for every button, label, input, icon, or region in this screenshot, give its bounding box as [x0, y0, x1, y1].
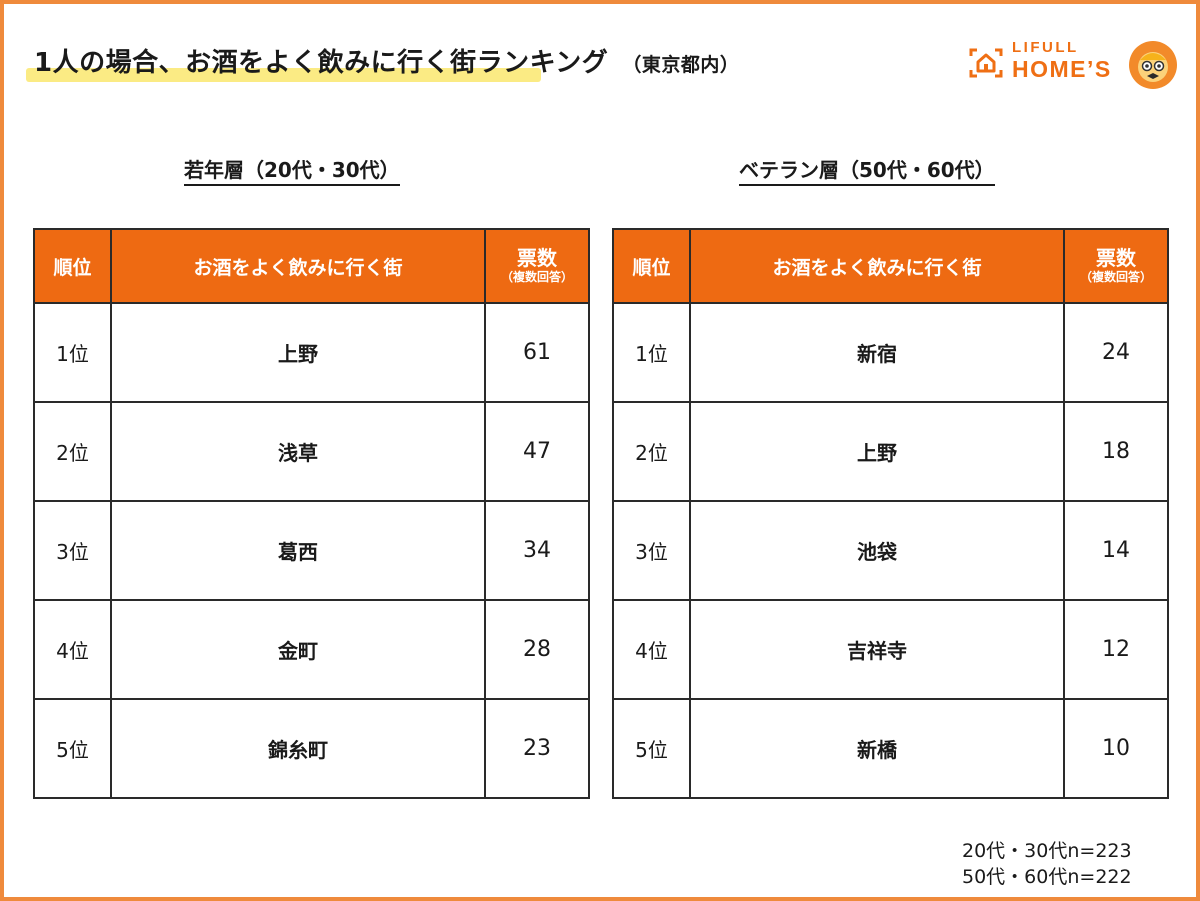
town-cell: 上野 — [110, 302, 486, 403]
rank-cell: 3位 — [33, 500, 112, 601]
ranking-table-young: 順位 お酒をよく飲みに行く街 票数 （複数回答） 1位 上野 61 2位 浅草 … — [33, 228, 590, 799]
table-row: 2位 上野 18 — [612, 401, 1169, 502]
town-cell: 吉祥寺 — [689, 599, 1065, 700]
town-cell: 浅草 — [110, 401, 486, 502]
rank-cell: 5位 — [33, 698, 112, 799]
header-rank: 順位 — [612, 228, 691, 304]
town-cell: 新橋 — [689, 698, 1065, 799]
rank-cell: 4位 — [33, 599, 112, 700]
town-cell: 上野 — [689, 401, 1065, 502]
header-votes: 票数 （複数回答） — [1063, 228, 1169, 304]
header-votes-note: （複数回答） — [1079, 270, 1152, 284]
votes-cell: 10 — [1063, 698, 1169, 799]
votes-cell: 12 — [1063, 599, 1169, 700]
table-row: 1位 新宿 24 — [612, 302, 1169, 403]
town-cell: 新宿 — [689, 302, 1065, 403]
title-highlight — [26, 68, 541, 82]
table-header-row: 順位 お酒をよく飲みに行く街 票数 （複数回答） — [33, 228, 590, 304]
votes-cell: 24 — [1063, 302, 1169, 403]
header-votes: 票数 （複数回答） — [484, 228, 590, 304]
header-town: お酒をよく飲みに行く街 — [689, 228, 1065, 304]
header-votes-note: （複数回答） — [500, 270, 573, 284]
rank-cell: 1位 — [33, 302, 112, 403]
sample-size-veteran: 50代・60代n=222 — [962, 866, 1132, 888]
votes-cell: 61 — [484, 302, 590, 403]
rank-cell: 1位 — [612, 302, 691, 403]
votes-cell: 18 — [1063, 401, 1169, 502]
votes-cell: 34 — [484, 500, 590, 601]
logo-homes: HOME’S — [1012, 56, 1112, 82]
mascot-icon — [1129, 41, 1177, 89]
header-votes-label: 票数 — [1096, 246, 1136, 270]
group-label-veteran: ベテラン層（50代・60代） — [739, 154, 995, 186]
title-subtitle: （東京都内） — [622, 54, 740, 76]
sample-size-young: 20代・30代n=223 — [962, 840, 1132, 862]
town-cell: 錦糸町 — [110, 698, 486, 799]
group-label-young: 若年層（20代・30代） — [184, 154, 400, 186]
votes-cell: 28 — [484, 599, 590, 700]
header-votes-label: 票数 — [517, 246, 557, 270]
table-row: 2位 浅草 47 — [33, 401, 590, 502]
sample-size-notes: 20代・30代n=223 50代・60代n=222 — [962, 838, 1132, 890]
town-cell: 金町 — [110, 599, 486, 700]
table-row: 4位 金町 28 — [33, 599, 590, 700]
ranking-table-veteran: 順位 お酒をよく飲みに行く街 票数 （複数回答） 1位 新宿 24 2位 上野 … — [612, 228, 1169, 799]
votes-cell: 14 — [1063, 500, 1169, 601]
town-cell: 池袋 — [689, 500, 1065, 601]
rank-cell: 4位 — [612, 599, 691, 700]
house-icon — [969, 48, 1003, 78]
votes-cell: 23 — [484, 698, 590, 799]
title-block: 1人の場合、お酒をよく飲みに行く街ランキング （東京都内） — [26, 42, 739, 82]
town-cell: 葛西 — [110, 500, 486, 601]
table-row: 1位 上野 61 — [33, 302, 590, 403]
rank-cell: 3位 — [612, 500, 691, 601]
table-row: 5位 錦糸町 23 — [33, 698, 590, 799]
page-title: 1人の場合、お酒をよく飲みに行く街ランキング （東京都内） — [34, 42, 739, 79]
table-row: 3位 池袋 14 — [612, 500, 1169, 601]
rank-cell: 2位 — [33, 401, 112, 502]
table-header-row: 順位 お酒をよく飲みに行く街 票数 （複数回答） — [612, 228, 1169, 304]
table-row: 5位 新橋 10 — [612, 698, 1169, 799]
header-town: お酒をよく飲みに行く街 — [110, 228, 486, 304]
table-row: 4位 吉祥寺 12 — [612, 599, 1169, 700]
title-text: 1人の場合、お酒をよく飲みに行く街ランキング — [34, 48, 609, 78]
rank-cell: 2位 — [612, 401, 691, 502]
header-rank: 順位 — [33, 228, 112, 304]
rank-cell: 5位 — [612, 698, 691, 799]
table-row: 3位 葛西 34 — [33, 500, 590, 601]
votes-cell: 47 — [484, 401, 590, 502]
logo-lifull: LIFULL — [1012, 39, 1079, 56]
